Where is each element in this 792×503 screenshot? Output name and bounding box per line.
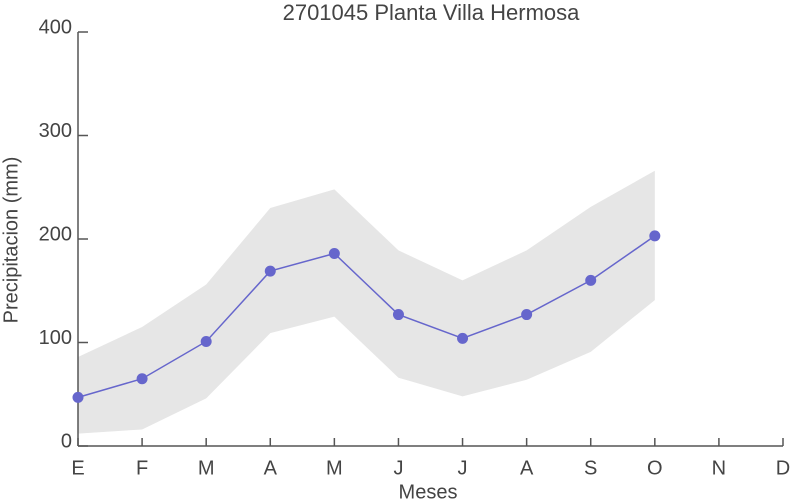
x-axis-label: Meses bbox=[399, 481, 458, 503]
band bbox=[78, 170, 655, 434]
y-tick-label: 400 bbox=[39, 16, 72, 38]
line bbox=[77, 235, 656, 399]
x-tick-label: D bbox=[776, 457, 790, 479]
x-tick-label: A bbox=[264, 457, 278, 479]
marker bbox=[649, 230, 661, 242]
marker bbox=[392, 309, 404, 321]
marker bbox=[72, 391, 84, 403]
x-tick-label: M bbox=[198, 457, 215, 479]
y-axis-label: Precipitacion (mm) bbox=[0, 157, 22, 324]
x-tick-label: S bbox=[584, 457, 597, 479]
x-tick-label: J bbox=[393, 457, 403, 479]
marker bbox=[200, 335, 212, 347]
y-tick-label: 100 bbox=[39, 327, 72, 349]
x-tick-label: J bbox=[458, 457, 468, 479]
x-tick-label: A bbox=[520, 457, 534, 479]
marker bbox=[585, 274, 597, 286]
x-tick-label: F bbox=[136, 457, 148, 479]
marker bbox=[136, 373, 148, 385]
marker bbox=[521, 309, 533, 321]
chart-title: 2701045 Planta Villa Hermosa bbox=[283, 0, 581, 25]
y-tick-label: 200 bbox=[39, 223, 72, 245]
marker bbox=[328, 247, 340, 259]
x-tick-label: E bbox=[71, 457, 84, 479]
y-tick-label: 0 bbox=[61, 430, 72, 452]
x-tick-label: N bbox=[712, 457, 726, 479]
x-tick-label: M bbox=[326, 457, 343, 479]
x-tick-label: O bbox=[647, 457, 663, 479]
marker bbox=[264, 265, 276, 277]
marker bbox=[457, 332, 469, 344]
y-tick-label: 300 bbox=[39, 120, 72, 142]
